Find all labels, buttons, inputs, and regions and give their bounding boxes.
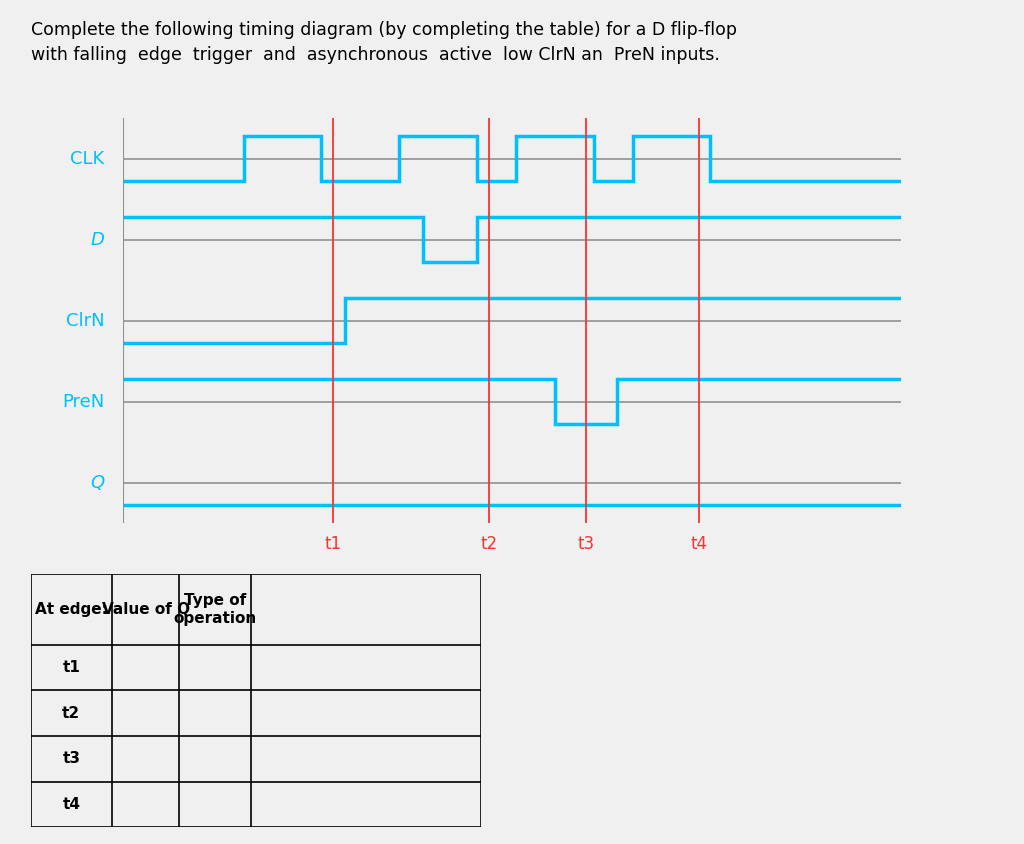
Text: At edge:: At edge:	[35, 602, 108, 617]
Text: D: D	[90, 230, 104, 249]
Text: with falling  edge  trigger  and  asynchronous  active  low ClrN an  PreN inputs: with falling edge trigger and asynchrono…	[31, 46, 720, 64]
Text: t3: t3	[578, 534, 595, 553]
Text: t1: t1	[325, 534, 342, 553]
Text: t3: t3	[62, 751, 80, 766]
Text: t4: t4	[690, 534, 708, 553]
Text: PreN: PreN	[62, 392, 104, 411]
Text: t4: t4	[62, 797, 80, 812]
Text: Q: Q	[90, 473, 104, 492]
Text: CLK: CLK	[71, 149, 104, 168]
Text: t1: t1	[62, 660, 80, 675]
Text: Complete the following timing diagram (by completing the table) for a D flip-flo: Complete the following timing diagram (b…	[31, 21, 736, 39]
Text: Value of Q: Value of Q	[101, 602, 189, 617]
Text: t2: t2	[62, 706, 80, 721]
Text: ClrN: ClrN	[66, 311, 104, 330]
Text: Type of
operation: Type of operation	[174, 593, 257, 625]
Text: t2: t2	[480, 534, 498, 553]
